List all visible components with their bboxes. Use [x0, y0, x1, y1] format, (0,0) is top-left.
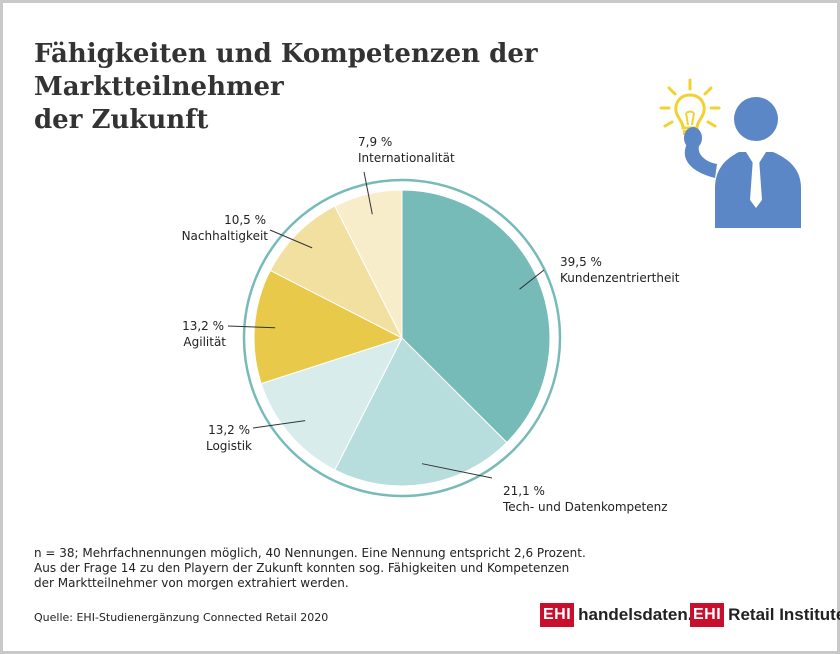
category-label-tech-und-datenkompetenz: Tech- und Datenkompetenz [502, 500, 668, 514]
ehi-mark: EHI [540, 603, 575, 627]
data-label-internationalitat: 7,9 % [358, 135, 392, 149]
leader-line-nachhaltigkeit [269, 229, 313, 249]
footnote: n = 38; Mehrfachnennungen möglich, 40 Ne… [34, 546, 586, 591]
leader-line-internationalitat [363, 171, 373, 215]
chart-title: Fähigkeiten und Kompetenzen der Markttei… [34, 38, 734, 137]
leader-line-tech-und-datenkompetenz [421, 463, 493, 479]
leader-line-logistik [252, 420, 306, 429]
footnote-line-1: n = 38; Mehrfachnennungen möglich, 40 Ne… [34, 546, 586, 560]
category-label-agilitat: Agilität [183, 335, 226, 349]
businessman-illustration [659, 78, 801, 228]
category-label-internationalitat: Internationalität [358, 151, 455, 165]
pie-slice-tech-und-datenkompetenz [334, 337, 508, 487]
ehi-mark: EHI [690, 603, 725, 627]
category-label-nachhaltigkeit: Nachhaltigkeit [182, 229, 269, 243]
pie-slice-kundenzentriertheit [401, 189, 551, 444]
pie-slice-logistik [260, 337, 403, 471]
category-label-kundenzentriertheit: Kundenzentriertheit [560, 271, 680, 285]
retail-institute-logo-text: Retail Institute® [728, 605, 840, 625]
pie-outer-ring [242, 178, 562, 498]
retail-institute-name: Retail Institute [728, 605, 840, 624]
pie-slice-internationalitat [334, 189, 403, 339]
retail-institute-logo[interactable]: EHI Retail Institute® [690, 603, 840, 627]
pie-slice-nachhaltigkeit [269, 205, 404, 340]
footnote-line-3: der Marktteilnehmer von morgen extrahier… [34, 576, 349, 590]
data-label-tech-und-datenkompetenz: 21,1 % [503, 484, 545, 498]
businessman-icon [684, 97, 801, 228]
pie-slice-agilitat [253, 269, 404, 385]
leader-line-kundenzentriertheit [519, 269, 545, 290]
chart-title-line-1: Fähigkeiten und Kompetenzen der Markttei… [34, 39, 538, 102]
source-note: Quelle: EHI-Studienergänzung Connected R… [34, 611, 329, 624]
leader-line-agilitat [227, 325, 276, 329]
data-label-kundenzentriertheit: 39,5 % [560, 255, 602, 269]
category-label-logistik: Logistik [206, 439, 252, 453]
handelsdaten-logo-text: handelsdaten.de [578, 605, 713, 624]
chart-title-line-2: der Zukunft [34, 105, 209, 135]
data-label-nachhaltigkeit: 10,5 % [224, 213, 266, 227]
data-label-agilitat: 13,2 % [182, 319, 224, 333]
handelsdaten-logo[interactable]: EHI handelsdaten.de [540, 603, 712, 627]
footnote-line-2: Aus der Frage 14 zu den Playern der Zuku… [34, 561, 570, 575]
data-label-logistik: 13,2 % [208, 423, 250, 437]
